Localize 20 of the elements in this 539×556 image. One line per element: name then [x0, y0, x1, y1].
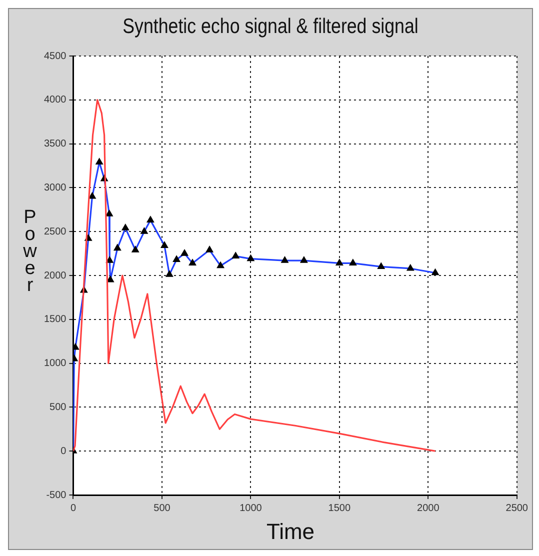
x-axis-title: Time	[265, 519, 316, 545]
y-axis-title: Power	[22, 207, 38, 296]
y-tick-label: 1000	[44, 358, 67, 370]
y-tick-label: 0	[60, 446, 67, 457]
y-tick-label: 4000	[44, 94, 67, 106]
x-tick-label: 2000	[417, 502, 440, 514]
y-tick-label: 4500	[44, 50, 67, 62]
x-tick-label: 0	[70, 502, 76, 514]
x-tick-label: 1500	[328, 502, 351, 514]
y-tick-label: 500	[50, 402, 67, 413]
x-tick-label: 500	[154, 502, 171, 514]
x-tick-label: 1000	[240, 502, 262, 514]
chart-title: Synthetic echo signal & filtered signal	[122, 15, 420, 39]
y-tick-label: 1500	[44, 314, 67, 326]
y-tick-label: 3500	[44, 138, 67, 150]
x-tick-label: 2500	[506, 502, 528, 514]
y-tick-label: 3000	[44, 182, 67, 194]
y-tick-label: -500	[46, 490, 67, 501]
y-tick-label: 2000	[44, 270, 67, 282]
y-tick-label: 2500	[44, 226, 67, 238]
